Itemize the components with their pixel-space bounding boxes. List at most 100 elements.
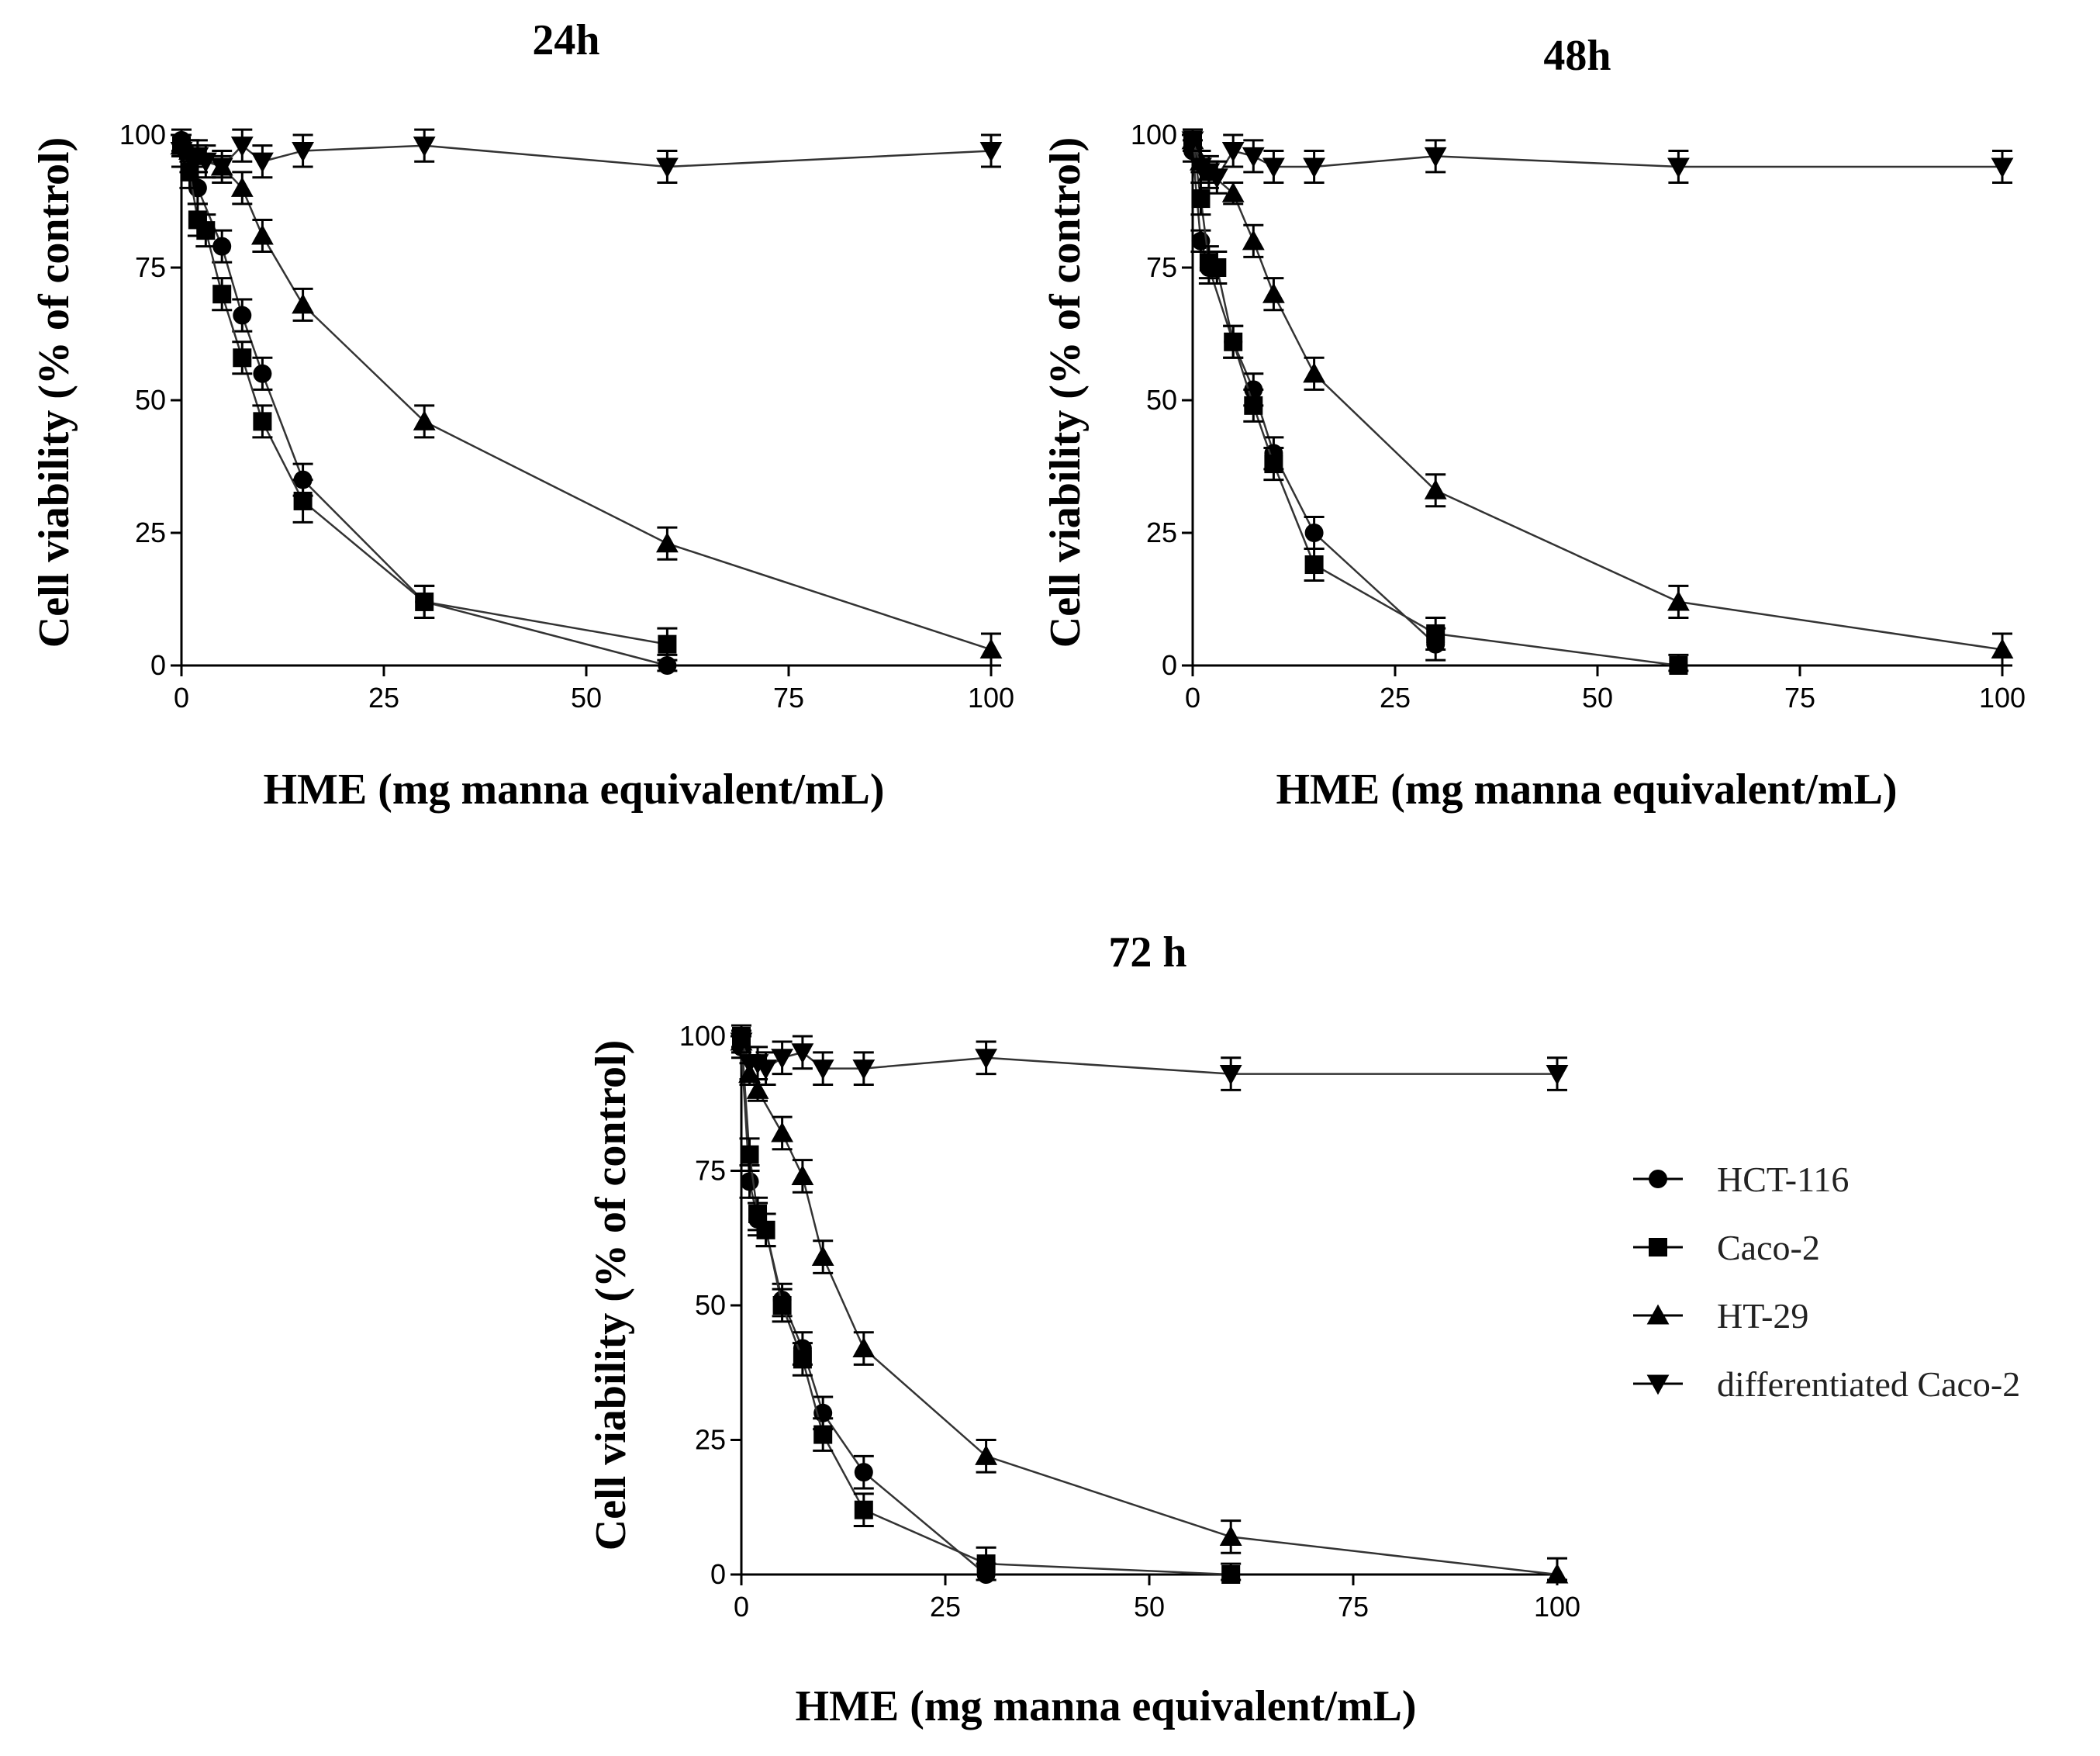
x-tick-label: 25 [930, 1591, 961, 1623]
data-point [251, 224, 274, 245]
data-point [1546, 1563, 1569, 1584]
y-tick-label: 75 [1146, 251, 1177, 283]
data-point [230, 177, 254, 197]
legend-entry: HCT-116 [1633, 1160, 1849, 1199]
data-point [194, 152, 217, 173]
data-point [975, 1049, 997, 1070]
data-point [1264, 455, 1283, 474]
legend-marker [1649, 1238, 1667, 1257]
panel-title: 48h [1543, 32, 1611, 80]
data-point [793, 1350, 812, 1369]
data-point [292, 142, 314, 162]
data-point [1304, 555, 1324, 575]
panel-48h: 48h Cell viability (% of control) HME (m… [1041, 32, 2026, 814]
data-point [1424, 147, 1447, 168]
x-axis-label: HME (mg manna equivalent/mL) [263, 766, 884, 814]
data-point [1221, 1565, 1241, 1584]
series-differentiated-caco-2 [730, 1029, 1569, 1091]
x-tick-label: 50 [1582, 682, 1613, 714]
data-point [740, 1145, 759, 1164]
data-point [253, 364, 272, 383]
series-differentiated-caco-2 [1181, 128, 2014, 195]
panel-72h: 72 h Cell viability (% of control) HME (… [587, 928, 1580, 1730]
y-tick-label: 100 [679, 1020, 726, 1052]
data-point [658, 634, 677, 654]
plot-area: 0 25 50 75 100 0 25 50 75 100 [679, 1020, 1580, 1623]
x-tick-label: 0 [734, 1591, 749, 1623]
y-tick-label: 75 [135, 251, 166, 283]
legend-label: HCT-116 [1717, 1160, 1849, 1199]
data-point [811, 1246, 834, 1267]
y-tick-label: 0 [710, 1558, 726, 1590]
y-tick-label: 25 [1146, 517, 1177, 548]
data-point [854, 1500, 873, 1519]
data-point [772, 1296, 792, 1315]
legend-label: Caco-2 [1717, 1228, 1820, 1267]
legend-label: HT-29 [1717, 1296, 1808, 1336]
x-tick-label: 25 [1380, 682, 1411, 714]
data-point [1219, 1065, 1242, 1085]
y-axis-label: Cell viability (% of control) [587, 1040, 635, 1550]
data-point [210, 157, 233, 178]
data-point [1181, 131, 1204, 152]
data-point [1426, 624, 1445, 643]
data-point [1242, 147, 1265, 168]
data-point [415, 592, 434, 611]
data-point [756, 1220, 775, 1239]
y-axis-label: Cell viability (% of control) [1041, 137, 1090, 648]
series-differentiated-caco-2 [170, 128, 1003, 185]
data-point [730, 1032, 753, 1053]
data-point [746, 1079, 769, 1099]
series-line [1191, 140, 1679, 667]
data-point [1991, 638, 2014, 658]
legend-marker [1646, 1304, 1670, 1325]
data-point [1242, 230, 1265, 251]
x-tick-label: 75 [773, 682, 804, 714]
legend-marker [1646, 1374, 1670, 1395]
data-point [852, 1059, 876, 1080]
data-point [1191, 189, 1211, 209]
data-point [1262, 282, 1285, 303]
data-point [755, 1059, 777, 1080]
data-point [656, 157, 679, 178]
data-point [413, 137, 436, 157]
y-tick-label: 25 [695, 1424, 726, 1456]
data-point [413, 410, 436, 430]
data-point [791, 1165, 814, 1185]
data-point [740, 1172, 759, 1191]
y-tick-label: 50 [135, 384, 166, 416]
data-point [230, 137, 254, 157]
data-point [1262, 157, 1285, 178]
y-tick-label: 75 [695, 1155, 726, 1187]
x-tick-label: 100 [1534, 1591, 1580, 1623]
y-tick-label: 100 [119, 119, 166, 150]
data-point [233, 348, 252, 368]
series-line [180, 145, 668, 645]
x-tick-label: 75 [1338, 1591, 1369, 1623]
data-point [212, 285, 232, 304]
data-point [1669, 656, 1688, 675]
data-point [1224, 332, 1243, 351]
plot-area: 0 25 50 75 100 0 25 50 75 100 [119, 119, 1014, 714]
y-tick-label: 0 [150, 649, 166, 681]
data-point [1219, 1526, 1242, 1546]
series-caco-2 [1183, 128, 1689, 675]
data-point [979, 638, 1003, 658]
data-point [811, 1059, 834, 1080]
y-tick-label: 50 [1146, 384, 1177, 416]
data-point [1244, 396, 1263, 415]
legend-entry: differentiated Caco-2 [1633, 1364, 2020, 1404]
x-tick-label: 75 [1784, 682, 1815, 714]
x-tick-label: 100 [968, 682, 1014, 714]
x-tick-label: 100 [1979, 682, 2026, 714]
x-axis-label: HME (mg manna equivalent/mL) [795, 1682, 1416, 1730]
data-point [1546, 1065, 1569, 1085]
data-point [771, 1049, 793, 1070]
data-point [854, 1463, 873, 1482]
x-axis-label: HME (mg manna equivalent/mL) [1276, 766, 1897, 814]
data-point [771, 1122, 793, 1142]
series-ht-29 [170, 133, 1003, 667]
panel-title: 72 h [1108, 928, 1186, 977]
data-point [1205, 168, 1228, 189]
